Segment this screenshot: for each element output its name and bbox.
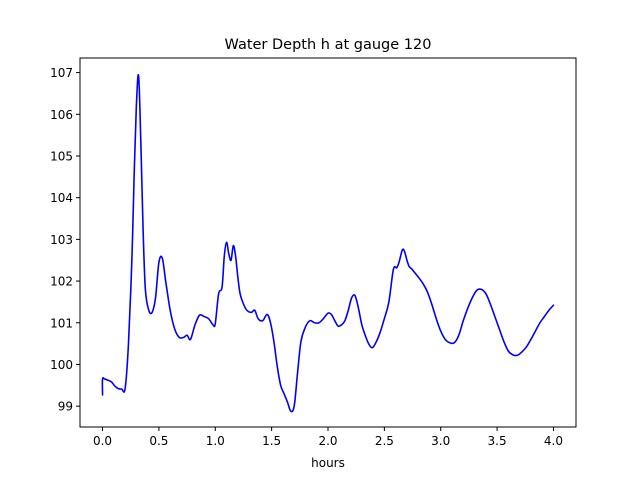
x-tick-label: 1.0 bbox=[206, 434, 225, 448]
y-tick-label: 107 bbox=[50, 66, 73, 80]
x-axis-label: hours bbox=[311, 456, 345, 470]
x-tick-label: 3.0 bbox=[431, 434, 450, 448]
x-tick-label: 0.5 bbox=[149, 434, 168, 448]
x-tick-label: 2.5 bbox=[375, 434, 394, 448]
y-tick-label: 99 bbox=[58, 400, 73, 414]
x-axis: 0.0 0.5 1.0 1.5 2.0 2.5 3.0 3.5 4.0 bbox=[93, 427, 563, 448]
y-tick-label: 101 bbox=[50, 316, 73, 330]
chart-title: Water Depth h at gauge 120 bbox=[225, 37, 432, 53]
plot-area bbox=[101, 73, 555, 413]
y-tick-label: 105 bbox=[50, 149, 73, 163]
x-tick-label: 4.0 bbox=[544, 434, 563, 448]
plot-frame bbox=[79, 57, 577, 428]
y-tick-label: 100 bbox=[50, 358, 73, 372]
y-tick-label: 106 bbox=[50, 108, 73, 122]
series-line bbox=[101, 73, 555, 413]
x-tick-label: 0.0 bbox=[93, 434, 112, 448]
x-tick-label: 1.5 bbox=[262, 434, 281, 448]
y-axis: 99 100 101 102 103 104 105 106 107 bbox=[50, 66, 80, 414]
x-tick-label: 2.0 bbox=[318, 434, 337, 448]
y-tick-label: 104 bbox=[50, 191, 73, 205]
x-tick-label: 3.5 bbox=[488, 434, 507, 448]
y-tick-label: 102 bbox=[50, 275, 73, 289]
y-tick-label: 103 bbox=[50, 233, 73, 247]
